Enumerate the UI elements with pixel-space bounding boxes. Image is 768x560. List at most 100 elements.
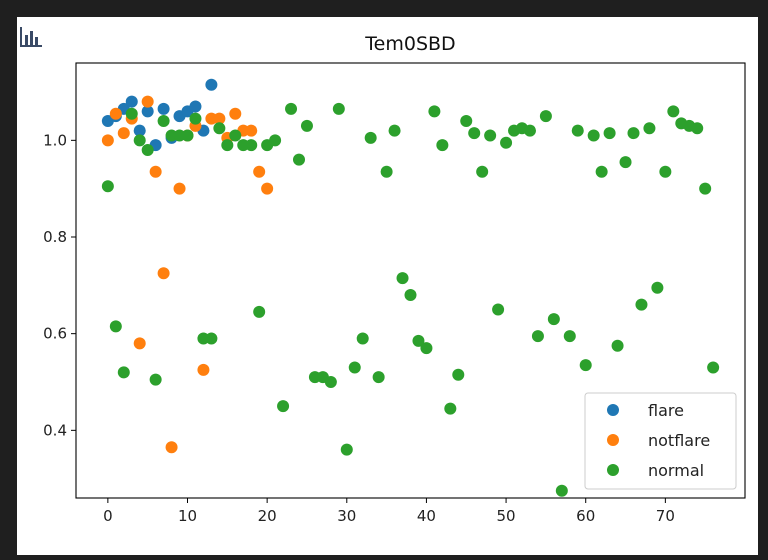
y-tick-label: 0.6 — [43, 325, 67, 343]
data-point — [468, 127, 481, 140]
plot-area — [101, 78, 720, 497]
data-point — [492, 303, 505, 316]
data-point — [484, 129, 497, 142]
data-point — [165, 441, 178, 454]
data-point — [221, 139, 234, 152]
x-tick-label: 20 — [258, 507, 277, 525]
legend: flare notflare normal — [584, 392, 737, 490]
data-point — [587, 129, 600, 142]
data-point — [141, 95, 154, 108]
data-point — [173, 182, 186, 195]
data-point — [603, 127, 616, 140]
data-point — [388, 124, 401, 137]
data-point — [117, 127, 130, 140]
data-point — [611, 339, 624, 352]
series-normal — [101, 102, 720, 497]
data-point — [619, 156, 632, 169]
legend-box — [584, 392, 737, 490]
data-point — [197, 363, 210, 376]
data-point — [133, 124, 146, 137]
data-point — [707, 361, 720, 374]
data-point — [189, 100, 202, 113]
data-point — [205, 332, 218, 345]
data-point — [285, 102, 298, 115]
x-tick-label: 60 — [576, 507, 595, 525]
data-point — [277, 400, 290, 413]
data-point — [253, 165, 266, 178]
data-point — [651, 281, 664, 294]
data-point — [340, 443, 353, 456]
data-point — [380, 165, 393, 178]
x-tick-label: 30 — [337, 507, 356, 525]
data-point — [635, 298, 648, 311]
legend-marker-normal — [607, 464, 619, 476]
data-point — [117, 366, 130, 379]
bar-chart-icon[interactable] — [19, 26, 43, 48]
data-point — [667, 105, 680, 118]
data-point — [261, 182, 274, 195]
data-point — [460, 115, 473, 127]
data-point — [229, 129, 242, 142]
data-point — [579, 359, 592, 372]
data-point — [157, 115, 170, 127]
chart-title: Tem0SBD — [364, 33, 455, 55]
data-point — [189, 112, 202, 125]
data-point — [500, 136, 513, 149]
data-point — [101, 180, 114, 193]
data-point — [149, 165, 162, 178]
y-tick-label: 0.4 — [43, 421, 67, 439]
data-point — [420, 342, 433, 355]
data-point — [157, 267, 170, 280]
data-point — [539, 110, 552, 123]
data-point — [428, 105, 441, 118]
data-point — [133, 337, 146, 350]
data-point — [324, 376, 337, 388]
data-point — [563, 330, 576, 343]
series-flare — [101, 78, 218, 152]
data-point — [699, 182, 712, 195]
x-tick-label: 70 — [656, 507, 675, 525]
data-point — [643, 122, 656, 135]
data-point — [125, 95, 138, 108]
data-point — [229, 107, 242, 120]
data-point — [245, 124, 258, 137]
data-point — [133, 134, 146, 147]
data-point — [293, 153, 305, 166]
data-point — [571, 124, 584, 137]
data-point — [141, 105, 154, 118]
data-point — [364, 131, 377, 144]
data-point — [372, 371, 385, 384]
data-point — [213, 112, 226, 125]
x-tick-label: 50 — [497, 507, 516, 525]
plot-frame — [75, 62, 746, 499]
data-point — [444, 402, 457, 415]
legend-label-flare: flare — [648, 401, 684, 420]
data-point — [476, 165, 489, 178]
data-point — [109, 320, 122, 333]
data-point — [356, 332, 369, 345]
data-point — [253, 305, 266, 318]
data-point — [149, 373, 162, 386]
data-point — [627, 127, 640, 140]
data-point — [245, 139, 258, 152]
y-tick-label: 0.8 — [43, 228, 67, 246]
data-point — [523, 124, 536, 137]
x-tick-label: 0 — [103, 507, 113, 525]
data-point — [659, 165, 672, 178]
data-point — [404, 289, 417, 301]
axes: 0 10 20 30 40 50 60 70 0.4 0.6 0.8 1.0 — [43, 62, 746, 525]
data-point — [181, 129, 194, 142]
data-point — [125, 107, 138, 120]
data-point — [109, 107, 122, 120]
x-tick-label: 10 — [178, 507, 197, 525]
data-point — [412, 334, 425, 347]
data-point — [396, 272, 409, 285]
data-point — [595, 165, 608, 178]
data-point — [269, 134, 282, 147]
data-point — [205, 78, 218, 91]
data-point — [436, 139, 449, 152]
y-tick-label: 1.0 — [43, 131, 67, 149]
data-point — [547, 313, 560, 326]
data-point — [141, 144, 154, 156]
